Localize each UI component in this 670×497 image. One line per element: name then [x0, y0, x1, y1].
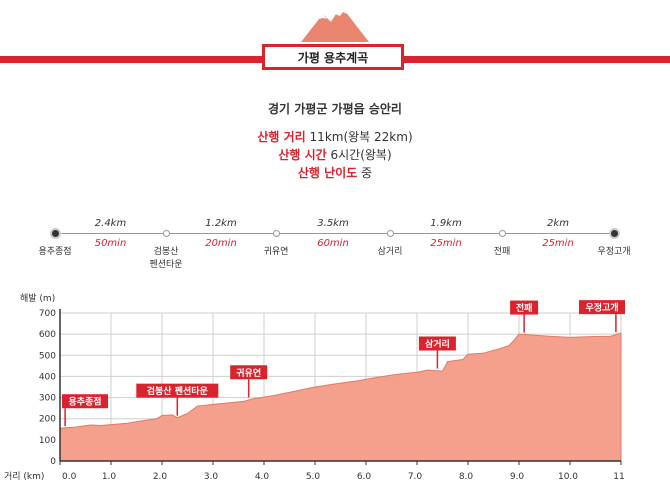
segment-time: 20min — [205, 238, 237, 249]
annotation-box — [62, 394, 108, 409]
x-tick-label: 2.0 — [153, 472, 168, 482]
x-tick-label: 1.0 — [102, 472, 117, 482]
annotation-label: 용추종점 — [68, 396, 101, 408]
route-stop-name: 우정고개 — [574, 246, 654, 259]
route-stop-dot — [49, 227, 61, 239]
x-tick-label: 9.0 — [510, 472, 525, 482]
distance-info: 산행 거리 11km(왕복 22km) — [0, 128, 670, 145]
x-tick-label: 7.0 — [408, 472, 423, 482]
route-line — [56, 233, 618, 234]
y-tick-label: 100 — [39, 436, 56, 446]
x-tick-label: 8.0 — [459, 472, 474, 482]
location-text: 경기 가평군 가평읍 승안리 — [268, 102, 402, 116]
time-info: 산행 시간 6시간(왕복) — [0, 146, 670, 163]
difficulty-value: 중 — [361, 166, 373, 180]
route-stop-name-line: 삼거리 — [377, 247, 403, 257]
route-stop-name-line: 전패 — [493, 247, 511, 257]
annotation-label: 우정고개 — [585, 302, 618, 314]
x-tick-label: 6.0 — [357, 472, 372, 482]
y-tick-label: 300 — [39, 394, 56, 404]
annotation-box — [136, 383, 219, 398]
elevation-chart: 0 100 200 300 400 500 600 700 0.0 1.0 2.0 3.0 4.0 5.0… — [4, 293, 625, 482]
page-title-text: 가평 용추계곡 — [297, 50, 369, 65]
route-stop-name-line: 귀유연 — [263, 247, 289, 257]
route-stop-dot — [162, 229, 170, 237]
y-tick-label: 500 — [39, 351, 56, 361]
y-tick-label: 600 — [39, 330, 56, 340]
route-stop-dot — [608, 227, 620, 239]
x-tick-label: 11 — [613, 472, 624, 482]
annotation-label: 귀유연 — [236, 367, 261, 379]
segment-time: 60min — [317, 238, 349, 249]
y-tick-label: 400 — [39, 372, 56, 382]
distance-label: 산행 거리 — [257, 130, 306, 144]
route-stop-name: 용추종점 — [15, 246, 95, 259]
time-value: 6시간(왕복) — [330, 148, 392, 162]
annotation-box — [230, 365, 268, 380]
x-tick-label: 4.0 — [255, 472, 270, 482]
annotation-label: 전패 — [516, 302, 533, 314]
difficulty-info: 산행 난이도 중 — [0, 164, 670, 181]
elevation-area — [59, 332, 622, 462]
y-axis-label: 해발 (m) — [20, 293, 55, 304]
segment-distance: 1.2km — [205, 218, 237, 229]
route-stop-dot — [272, 229, 280, 237]
y-tick-label: 200 — [39, 415, 56, 425]
x-tick-label: 3.0 — [204, 472, 219, 482]
time-label: 산행 시간 — [278, 148, 327, 162]
x-tick-label: 0.0 — [62, 472, 77, 482]
x-tick-label: 5.0 — [306, 472, 321, 482]
segment-distance: 1.9km — [430, 218, 462, 229]
segment-time: 25min — [542, 238, 574, 249]
annotation-box — [510, 300, 539, 315]
y-tick-label: 0 — [50, 457, 56, 467]
annotation-box — [579, 300, 625, 315]
distance-value: 11km(왕복 22km) — [309, 130, 413, 144]
route-stop-name: 삼거리 — [350, 246, 430, 259]
route-stop-name-line: 우정고개 — [597, 247, 631, 257]
mountain-logo-icon — [301, 6, 369, 42]
segment-distance: 2.4km — [94, 218, 127, 229]
segment-time: 25min — [430, 238, 462, 249]
annotation-label: 삼거리 — [425, 338, 450, 350]
x-tick-label: 10.0 — [558, 472, 578, 482]
annotation-label: 검봉산 펜션타운 — [147, 385, 208, 397]
annotation-box — [418, 336, 456, 351]
x-axis-label: 거리 (km) — [4, 471, 44, 482]
route-stop-name-line: 검봉산 — [153, 247, 179, 257]
segment-time: 50min — [94, 238, 127, 249]
route-stop-name: 귀유연 — [236, 246, 316, 259]
segment-distance: 2km — [547, 218, 569, 229]
route-stop-dot — [498, 229, 506, 237]
route-stop-dot — [386, 229, 394, 237]
route-stop-name: 전패 — [462, 246, 542, 259]
route-stop-name-line: 용추종점 — [38, 247, 72, 257]
route-stop-name-line: 펜션타운 — [149, 260, 183, 270]
difficulty-label: 산행 난이도 — [297, 166, 358, 180]
page-title: 가평 용추계곡 — [262, 44, 404, 70]
y-tick-label: 700 — [39, 309, 56, 319]
segment-distance: 3.5km — [317, 218, 349, 229]
